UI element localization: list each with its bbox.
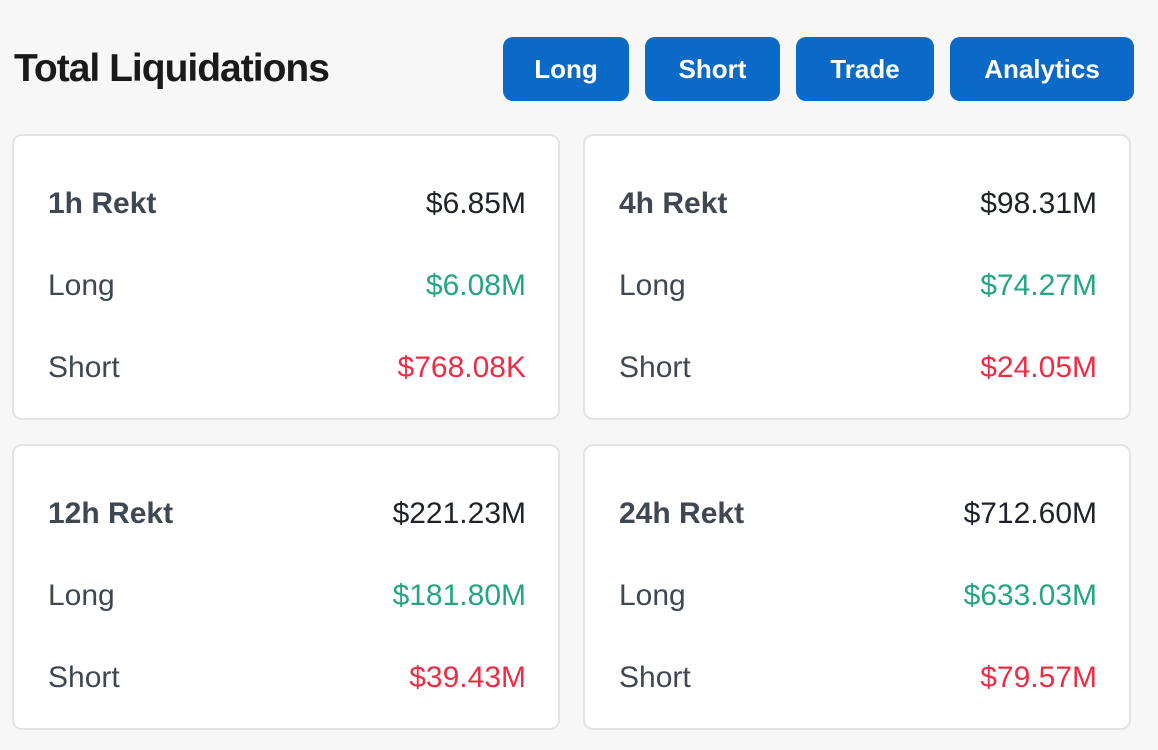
total-row: 24h Rekt $712.60M [619,494,1097,534]
card-title: 12h Rekt [48,497,174,530]
total-value: $221.23M [392,497,526,530]
long-value: $74.27M [980,269,1097,302]
long-label: Long [48,269,115,302]
short-label: Short [619,661,691,694]
total-row: 12h Rekt $221.23M [48,494,526,534]
card-12h-rekt: 12h Rekt $221.23M Long $181.80M Short $3… [12,444,560,730]
long-label: Long [619,579,686,612]
short-row: Short $768.08K [48,348,526,388]
short-label: Short [619,351,691,384]
short-row: Short $39.43M [48,658,526,698]
card-title: 24h Rekt [619,497,745,530]
short-label: Short [48,351,120,384]
total-value: $98.31M [980,187,1097,220]
total-row: 4h Rekt $98.31M [619,184,1097,224]
long-value: $6.08M [425,269,526,302]
long-label: Long [48,579,115,612]
short-value: $39.43M [409,661,526,694]
short-value: $768.08K [397,351,526,384]
long-button[interactable]: Long [503,37,629,101]
short-button[interactable]: Short [645,37,780,101]
short-row: Short $79.57M [619,658,1097,698]
card-4h-rekt: 4h Rekt $98.31M Long $74.27M Short $24.0… [583,134,1131,420]
card-1h-rekt: 1h Rekt $6.85M Long $6.08M Short $768.08… [12,134,560,420]
card-title: 4h Rekt [619,187,728,220]
long-value: $633.03M [963,579,1097,612]
long-value: $181.80M [392,579,526,612]
analytics-button[interactable]: Analytics [950,37,1134,101]
header: Total Liquidations Long Short Trade Anal… [14,37,1134,101]
short-value: $79.57M [980,661,1097,694]
total-value: $712.60M [963,497,1097,530]
long-row: Long $74.27M [619,266,1097,306]
long-row: Long $6.08M [48,266,526,306]
card-title: 1h Rekt [48,187,157,220]
short-label: Short [48,661,120,694]
total-value: $6.85M [425,187,526,220]
short-value: $24.05M [980,351,1097,384]
page-title: Total Liquidations [14,47,330,90]
long-row: Long $181.80M [48,576,526,616]
total-row: 1h Rekt $6.85M [48,184,526,224]
long-row: Long $633.03M [619,576,1097,616]
trade-button[interactable]: Trade [796,37,934,101]
long-label: Long [619,269,686,302]
short-row: Short $24.05M [619,348,1097,388]
card-24h-rekt: 24h Rekt $712.60M Long $633.03M Short $7… [583,444,1131,730]
